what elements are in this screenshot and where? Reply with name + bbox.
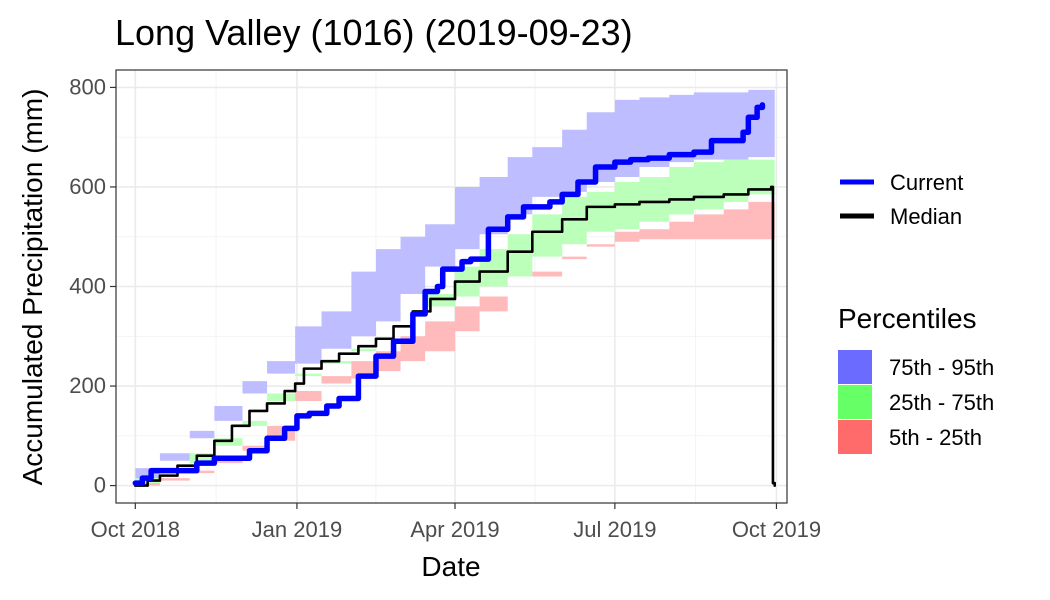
series-line-current — [132, 102, 766, 486]
legend-label: 5th - 25th — [889, 425, 982, 450]
y-axis: 0 200 400 600 800 — [69, 74, 116, 498]
legend-title-percentiles: Percentiles — [838, 303, 977, 334]
legend-label: 25th - 75th — [889, 390, 994, 415]
legend-swatch — [838, 350, 872, 384]
band-75th-95th — [135, 89, 775, 486]
y-tick-label: 400 — [69, 274, 106, 299]
legend-swatch — [838, 420, 872, 454]
percentile-bands — [135, 89, 775, 486]
x-tick-label: Oct 2019 — [732, 517, 821, 542]
x-axis: Oct 2018 Jan 2019 Apr 2019 Jul 2019 Oct 2019 — [91, 503, 821, 542]
band-25th-75th — [135, 157, 775, 486]
y-tick-label: 800 — [69, 74, 106, 99]
legend: Current Median Percentiles 75th - 95th 25th … — [838, 170, 994, 454]
x-tick-label: Apr 2019 — [410, 517, 499, 542]
legend-label: 75th - 95th — [889, 355, 994, 380]
chart-title: Long Valley (1016) (2019-09-23) — [115, 12, 633, 53]
x-tick-label: Jul 2019 — [573, 517, 656, 542]
x-axis-title: Date — [421, 551, 480, 582]
y-tick-label: 600 — [69, 174, 106, 199]
legend-swatch — [838, 385, 872, 419]
series-lines — [132, 102, 777, 487]
x-tick-label: Jan 2019 — [252, 517, 343, 542]
y-axis-title: Accumulated Precipitation (mm) — [17, 89, 48, 486]
x-tick-label: Oct 2018 — [91, 517, 180, 542]
legend-label: Current — [890, 170, 963, 195]
y-tick-label: 200 — [69, 373, 106, 398]
y-tick-label: 0 — [94, 473, 106, 498]
legend-label: Median — [890, 204, 962, 229]
band-5th-25th — [135, 194, 775, 486]
